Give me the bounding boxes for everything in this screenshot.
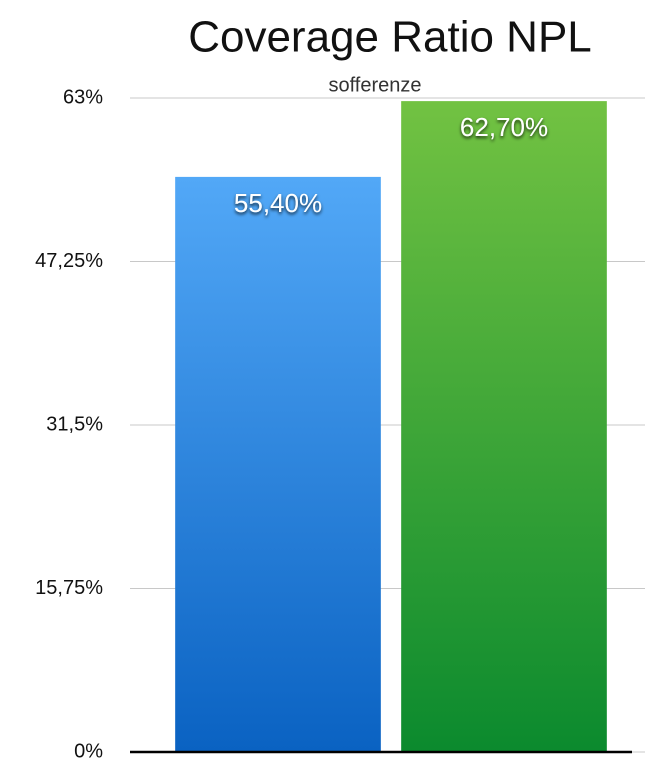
data-label: 55,40% bbox=[234, 188, 322, 218]
bar bbox=[175, 176, 381, 752]
data-label: 62,70% bbox=[460, 112, 548, 142]
y-tick-label: 47,25% bbox=[35, 250, 103, 272]
y-tick-label: 0% bbox=[74, 740, 103, 762]
y-tick-label: 15,75% bbox=[35, 577, 103, 599]
y-tick-label: 63% bbox=[63, 86, 103, 108]
chart-title: Coverage Ratio NPL bbox=[188, 13, 592, 62]
bar bbox=[401, 101, 607, 753]
chart-subtitle: sofferenze bbox=[328, 74, 421, 96]
y-tick-label: 31,5% bbox=[46, 413, 103, 435]
